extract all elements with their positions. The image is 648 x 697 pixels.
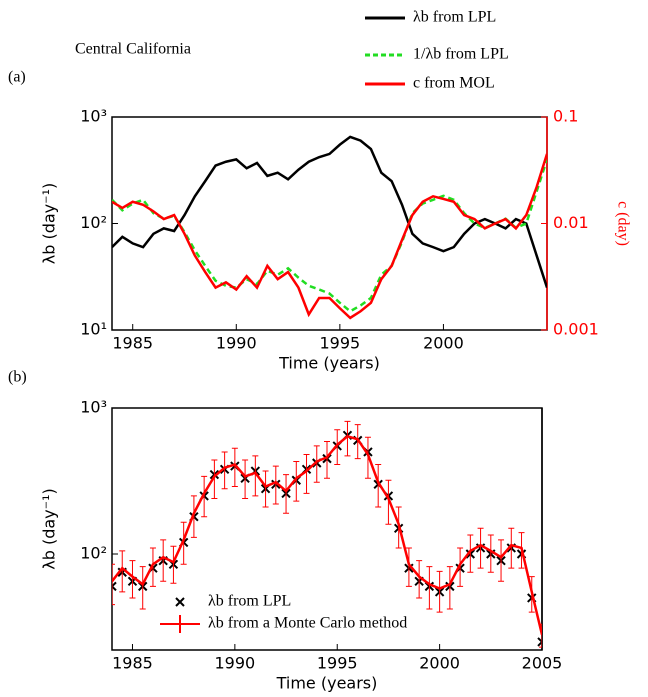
error-bar [405, 547, 412, 587]
error-bar [283, 474, 290, 514]
x-tick-label: 1985 [112, 654, 153, 673]
y-tick-label: 10² [80, 543, 107, 562]
error-bar [416, 560, 423, 599]
error-bar [139, 566, 146, 610]
y-tick-label: 10¹ [80, 320, 107, 339]
error-bar [221, 451, 228, 490]
error-bar [385, 479, 392, 525]
x-marker [112, 581, 117, 592]
legend-label: λb from LPL [413, 9, 496, 26]
y-tick-label: 10³ [80, 398, 107, 417]
x-tick-label: 1995 [317, 654, 358, 673]
error-bar [436, 570, 443, 613]
plot-area [112, 420, 542, 648]
error-bar [293, 461, 300, 502]
error-bar [354, 424, 361, 460]
error-bar [508, 527, 515, 569]
legend-label: λb from LPL [208, 593, 291, 610]
legend-label: λb from a Monte Carlo method [208, 615, 407, 632]
legend-marker [160, 615, 200, 633]
legend-marker [175, 597, 185, 607]
series-line [112, 158, 547, 313]
error-bar [170, 545, 177, 584]
error-bar [252, 455, 259, 497]
error-bar [119, 550, 126, 593]
y2-axis-label: c (day) [614, 201, 631, 246]
error-bar [528, 576, 535, 613]
x-tick-label: 2000 [419, 654, 460, 673]
error-bar [242, 459, 249, 499]
error-bar [112, 563, 115, 606]
error-bar [149, 547, 156, 587]
error-bar [201, 475, 208, 518]
series-line [112, 153, 547, 320]
error-bar [303, 454, 310, 494]
error-bar [518, 532, 525, 569]
plot-area [112, 135, 547, 320]
series-line [112, 135, 547, 289]
error-bar [467, 534, 474, 573]
error-bar [231, 447, 238, 487]
error-bar [539, 623, 542, 648]
y2-tick-label: 0.1 [553, 107, 578, 126]
error-bar [477, 527, 484, 569]
x-tick-label: 1985 [112, 334, 153, 353]
y2-tick-label: 0.001 [553, 320, 599, 339]
error-bar [262, 470, 269, 508]
x-tick-label: 2005 [522, 654, 563, 673]
x-tick-label: 1995 [319, 334, 360, 353]
error-bar [426, 566, 433, 610]
error-bar [498, 539, 505, 582]
error-bar [129, 560, 136, 599]
y-axis-label: λb (day⁻¹) [40, 488, 59, 569]
error-bar [334, 429, 341, 466]
error-bar [487, 534, 494, 573]
panel-label: (a) [8, 69, 26, 86]
error-bar [180, 521, 187, 565]
error-bar [190, 495, 197, 538]
x-tick-label: 1990 [214, 654, 255, 673]
error-bar [160, 539, 167, 582]
error-bar [344, 420, 351, 457]
annotation: Central California [75, 41, 191, 58]
y2-tick-label: 0.01 [553, 213, 589, 232]
error-bar [211, 459, 218, 499]
error-bar [457, 547, 464, 587]
error-bar [375, 464, 382, 508]
error-bar [364, 436, 371, 479]
error-bar [446, 566, 453, 610]
error-bar [272, 465, 279, 505]
error-bar [324, 440, 330, 479]
panel-label: (b) [8, 369, 27, 386]
y-axis-label: λb (day⁻¹) [40, 183, 59, 264]
x-marker [537, 637, 542, 647]
legend-label: c from MOL [413, 75, 495, 92]
error-bar [313, 445, 320, 483]
x-axis-label: Time (years) [278, 354, 380, 373]
error-bar [395, 506, 402, 549]
legend-label: 1/λb from LPL [413, 46, 509, 63]
y-tick-label: 10³ [80, 107, 107, 126]
y-tick-label: 10² [80, 213, 107, 232]
x-tick-label: 2000 [423, 334, 464, 353]
x-axis-label: Time (years) [276, 674, 378, 693]
x-tick-label: 1990 [216, 334, 257, 353]
